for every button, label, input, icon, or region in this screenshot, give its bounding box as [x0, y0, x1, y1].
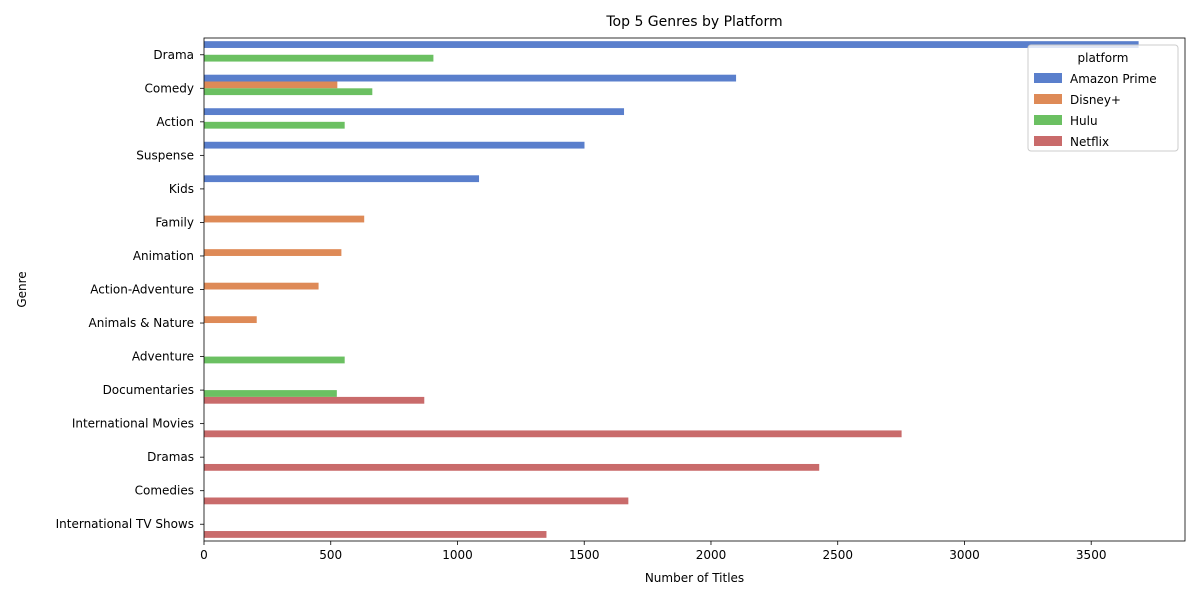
bar-disney--comedy: [204, 81, 338, 89]
bar-netflix-international-movies: [204, 430, 902, 438]
legend-swatch-disney-: [1034, 94, 1062, 104]
y-tick-label: International TV Shows: [56, 517, 194, 531]
legend-title: platform: [1078, 51, 1129, 65]
legend-label-amazon-prime: Amazon Prime: [1070, 72, 1157, 86]
y-tick-label: Dramas: [147, 450, 194, 464]
bar-hulu-action: [204, 121, 345, 129]
bar-amazon-prime-suspense: [204, 141, 585, 149]
bar-amazon-prime-drama: [204, 41, 1139, 48]
y-tick-label: Comedy: [144, 81, 194, 95]
x-tick-label: 3000: [949, 548, 980, 562]
y-tick-label: Animation: [133, 249, 194, 263]
bar-disney--family: [204, 215, 365, 223]
legend-swatch-hulu: [1034, 115, 1062, 125]
y-tick-label: Adventure: [132, 350, 194, 364]
bar-amazon-prime-action: [204, 108, 625, 116]
x-tick-label: 3500: [1076, 548, 1107, 562]
y-axis: Drama Comedy Action Suspense Kids Family Anima…: [56, 48, 204, 531]
bar-netflix-comedies: [204, 497, 629, 505]
x-tick-label: 2000: [696, 548, 727, 562]
legend-box: [1027, 44, 1179, 152]
bar-hulu-drama: [204, 54, 434, 62]
bar-disney--animation: [204, 249, 342, 256]
x-tick-label: 2500: [822, 548, 853, 562]
bars-group: [204, 41, 1139, 538]
bar-disney--animals-nature: [204, 316, 257, 324]
y-tick-label: Documentaries: [103, 383, 194, 397]
legend-swatch-netflix: [1034, 136, 1062, 146]
y-tick-label: Suspense: [136, 148, 194, 162]
chart-title: Top 5 Genres by Platform: [605, 14, 782, 30]
x-tick-label: 500: [319, 548, 342, 562]
x-tick-label: 1500: [569, 548, 600, 562]
bar-disney--action-adventure: [204, 282, 319, 290]
bar-netflix-international-tv-shows: [204, 531, 547, 538]
bar-amazon-prime-kids: [204, 175, 480, 183]
y-tick-label: Animals & Nature: [89, 316, 194, 330]
x-tick-label: 1000: [442, 548, 473, 562]
legend-items: Amazon Prime Disney+ Hulu Netflix: [1034, 72, 1157, 149]
bar-hulu-documentaries: [204, 390, 337, 397]
x-tick-label: 0: [200, 548, 208, 562]
bar-netflix-dramas: [204, 463, 820, 471]
y-tick-label: Kids: [169, 182, 194, 196]
legend-swatch-amazon-prime: [1034, 73, 1062, 83]
y-tick-label: International Movies: [72, 417, 194, 431]
legend-label-disney-: Disney+: [1070, 93, 1121, 107]
y-tick-label: Action-Adventure: [90, 283, 194, 297]
y-tick-label: Drama: [153, 48, 194, 62]
x-axis-label: Number of Titles: [645, 571, 744, 585]
legend-label-netflix: Netflix: [1070, 135, 1109, 149]
bar-netflix-documentaries: [204, 396, 425, 404]
bar-hulu-comedy: [204, 88, 373, 96]
y-axis-label: Genre: [15, 271, 29, 307]
y-tick-label: Comedies: [135, 484, 194, 498]
legend: platform Amazon Prime Disney+ Hulu Netflix: [1027, 44, 1179, 152]
y-tick-label: Action: [156, 115, 194, 129]
x-axis: 0 500 1000 1500 2000 2500 3000 3500: [200, 541, 1106, 562]
bar-hulu-adventure: [204, 356, 345, 364]
bar-amazon-prime-comedy: [204, 74, 737, 82]
legend-label-hulu: Hulu: [1070, 114, 1098, 128]
y-tick-label: Family: [155, 215, 194, 229]
